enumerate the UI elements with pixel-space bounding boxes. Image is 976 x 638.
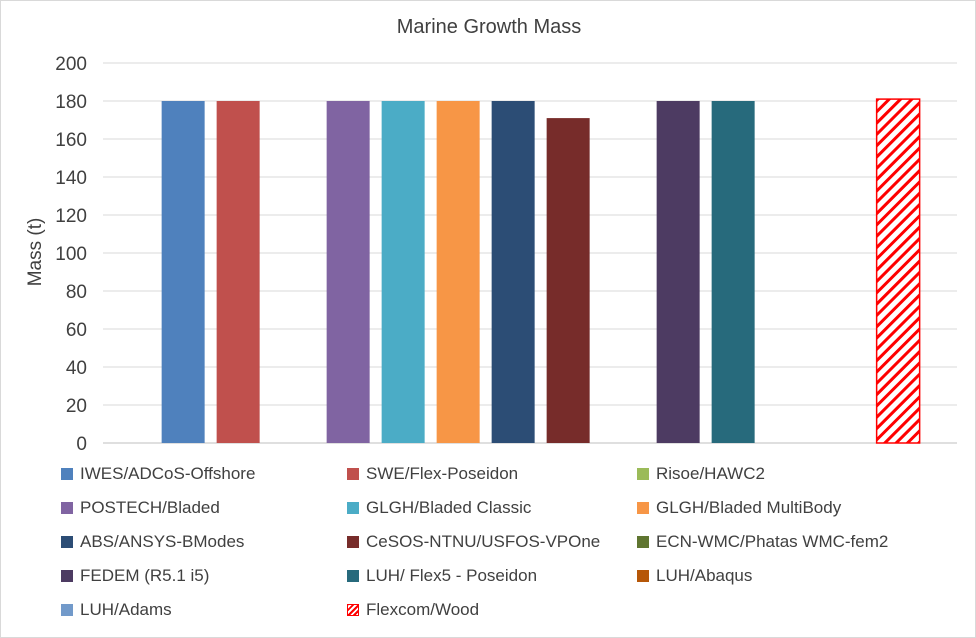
- chart-title: Marine Growth Mass: [397, 16, 582, 38]
- legend-label: FEDEM (R5.1 i5): [80, 566, 210, 585]
- legend-item: LUH/Adams: [61, 599, 172, 621]
- y-tick-label: 140: [55, 168, 87, 189]
- legend-swatch: [61, 502, 73, 514]
- legend-item: SWE/Flex-Poseidon: [347, 463, 518, 485]
- bar-postech-bladed: [326, 101, 370, 443]
- y-tick-label: 40: [66, 358, 87, 379]
- legend-label: GLGH/Bladed MultiBody: [656, 498, 842, 517]
- bar-swe-flex-poseidon: [216, 101, 260, 443]
- legend-swatch: [61, 468, 73, 480]
- y-tick-label: 80: [66, 282, 87, 303]
- legend-item: ABS/ANSYS-BModes: [61, 531, 244, 553]
- bar-glgh-bladed-classic: [381, 101, 425, 443]
- legend-item: GLGH/Bladed MultiBody: [637, 497, 841, 519]
- legend-item: Flexcom/Wood: [347, 599, 479, 621]
- bar-cesos-ntnu-usfos-vpone: [546, 118, 590, 443]
- y-axis-ticks: 0 20 40 60 80 100 120 140 160 180 200: [55, 54, 87, 455]
- legend-label: LUH/ Flex5 - Poseidon: [366, 566, 538, 585]
- y-tick-label: 160: [55, 130, 87, 151]
- legend-label: Risoe/HAWC2: [656, 464, 765, 483]
- legend-swatch: [637, 502, 649, 514]
- legend-item: FEDEM (R5.1 i5): [61, 565, 209, 587]
- y-tick-label: 20: [66, 396, 87, 417]
- legend-item: POSTECH/Bladed: [61, 497, 220, 519]
- legend-swatch: [637, 536, 649, 548]
- legend-label: GLGH/Bladed Classic: [366, 498, 532, 517]
- legend-swatch: [637, 570, 649, 582]
- y-tick-label: 180: [55, 92, 87, 113]
- legend-item: LUH/Abaqus: [637, 565, 752, 587]
- y-tick-label: 0: [76, 434, 87, 455]
- y-tick-label: 60: [66, 320, 87, 341]
- legend-swatch: [637, 468, 649, 480]
- legend-swatch: [347, 604, 359, 616]
- legend-item: ECN-WMC/Phatas WMC-fem2: [637, 531, 888, 553]
- legend-swatch: [347, 468, 359, 480]
- legend-item: CeSOS-NTNU/USFOS-VPOne: [347, 531, 600, 553]
- y-tick-label: 200: [55, 54, 87, 75]
- legend-swatch: [347, 570, 359, 582]
- bar-glgh-bladed-multibody: [436, 101, 480, 443]
- legend-swatch: [347, 502, 359, 514]
- bar-flexcom-wood: [875, 98, 921, 444]
- legend-label: SWE/Flex-Poseidon: [366, 464, 519, 483]
- bar-luh-flex5-poseidon: [711, 101, 755, 443]
- legend-label: IWES/ADCoS-Offshore: [80, 464, 256, 483]
- legend-label: ECN-WMC/Phatas WMC-fem2: [656, 532, 889, 551]
- legend-swatch: [61, 570, 73, 582]
- legend-label: POSTECH/Bladed: [80, 498, 220, 517]
- legend-swatch: [347, 536, 359, 548]
- bar-abs-ansys-bmodes: [491, 101, 535, 443]
- y-tick-label: 120: [55, 206, 87, 227]
- legend-label: ABS/ANSYS-BModes: [80, 532, 245, 551]
- bars: [161, 98, 921, 444]
- legend-item: Risoe/HAWC2: [637, 463, 765, 485]
- legend-label: LUH/Abaqus: [656, 566, 753, 585]
- legend-swatch: [61, 604, 73, 616]
- y-axis-label: Mass (t): [25, 218, 46, 287]
- legend-item: IWES/ADCoS-Offshore: [61, 463, 255, 485]
- legend-item: GLGH/Bladed Classic: [347, 497, 531, 519]
- legend-label: CeSOS-NTNU/USFOS-VPOne: [366, 532, 601, 551]
- bar-iwes-adcos-offshore: [161, 101, 205, 443]
- legend-item: LUH/ Flex5 - Poseidon: [347, 565, 537, 587]
- legend-label: Flexcom/Wood: [366, 600, 480, 619]
- legend-label: LUH/Adams: [80, 600, 172, 619]
- legend-swatch: [61, 536, 73, 548]
- y-tick-label: 100: [55, 244, 87, 265]
- bar-fedem-r5-1-i5: [656, 101, 700, 443]
